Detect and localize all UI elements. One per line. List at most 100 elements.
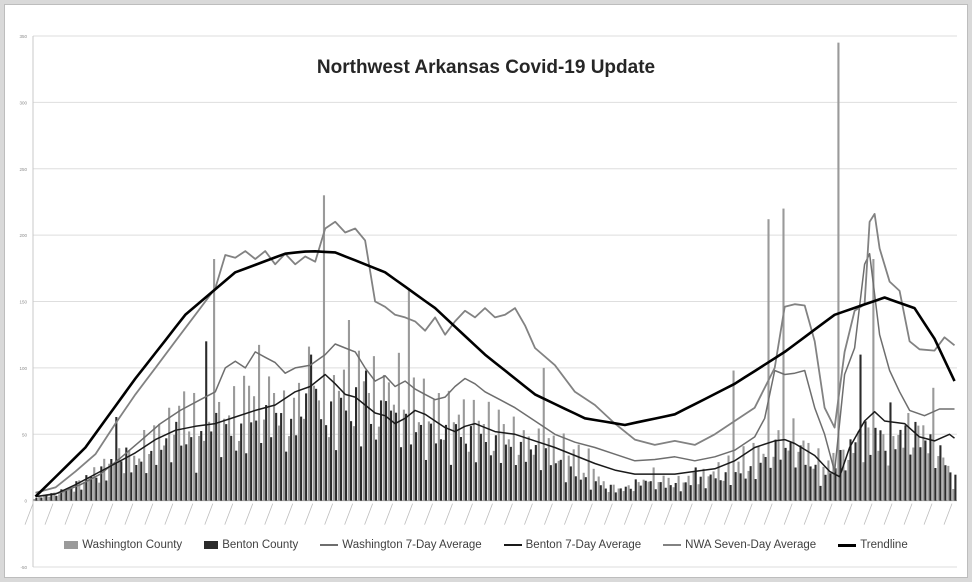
x-tick-label — [524, 503, 533, 525]
washington-county-bar — [792, 418, 795, 501]
washington-county-bar — [342, 369, 346, 501]
x-tick-label — [164, 503, 174, 525]
x-tick-label — [763, 503, 773, 525]
y-tick-label: 200 — [19, 233, 27, 238]
washington-county-bar — [377, 426, 380, 501]
washington-county-bar — [228, 415, 231, 501]
washington-county-bar — [552, 435, 555, 501]
washington-county-bar — [862, 462, 865, 501]
washington-county-bar — [362, 381, 365, 501]
washington-county-bar — [183, 391, 186, 501]
washington-county-bar — [347, 320, 351, 501]
benton-county-bar — [829, 473, 832, 501]
washington-county-bar — [208, 421, 211, 501]
benton-county-bar — [589, 489, 592, 501]
x-tick-label — [84, 503, 94, 525]
benton-county-bar — [454, 424, 457, 501]
washington-county-bar — [487, 401, 490, 501]
benton-county-bar — [270, 437, 273, 501]
benton-county-bar — [359, 446, 363, 501]
benton-county-bar — [275, 412, 278, 501]
benton-county-bar — [364, 370, 368, 501]
washington-county-bar — [707, 476, 710, 501]
benton-county-bar — [579, 479, 582, 501]
benton-county-bar — [180, 445, 183, 501]
benton-county-bar — [584, 477, 587, 501]
washington-county-bar — [642, 479, 645, 501]
washington-county-bar — [417, 422, 420, 501]
benton-county-bar — [659, 482, 662, 501]
benton-county-bar — [120, 461, 123, 501]
legend-label-trendline: Trendline — [860, 539, 908, 551]
washington-county-bar — [267, 376, 271, 501]
washington-county-bar — [392, 404, 395, 501]
benton-county-bar — [899, 429, 902, 501]
benton-county-bar — [220, 457, 223, 501]
washington-county-bar — [442, 439, 445, 501]
x-tick-label — [64, 503, 74, 525]
washington-county-bar — [717, 462, 720, 501]
benton-county-bar — [474, 462, 477, 501]
washington-county-bar — [173, 434, 176, 501]
washington-county-bar — [407, 288, 410, 501]
washington-county-bar — [882, 434, 885, 501]
benton-county-bar — [369, 423, 373, 501]
benton-county-bar — [355, 387, 358, 501]
washington-county-bar — [497, 409, 500, 501]
washington-county-bar — [218, 401, 221, 501]
washington-county-bar — [327, 437, 331, 501]
washington-county-bar — [822, 466, 825, 501]
benton-county-bar — [694, 467, 697, 501]
washington-county-bar — [797, 451, 800, 501]
benton-county-bar — [449, 464, 452, 501]
benton-county-bar — [335, 450, 338, 501]
washington-county-bar — [757, 446, 760, 501]
benton-county-bar — [824, 474, 827, 501]
benton-county-bar — [45, 495, 48, 501]
benton-county-bar — [929, 434, 932, 501]
benton-county-bar — [200, 431, 203, 501]
washington-county-bar — [33, 498, 36, 501]
x-tick-label — [244, 503, 254, 525]
x-tick-label — [703, 503, 713, 525]
washington-county-bar — [58, 494, 61, 501]
benton-county-bar — [489, 455, 492, 501]
benton-county-bar — [709, 474, 712, 501]
benton-county-bar — [684, 482, 687, 501]
washington-county-bar — [387, 382, 390, 501]
washington-county-bar — [108, 463, 111, 501]
benton-county-bar — [604, 488, 607, 501]
benton-county-bar — [714, 478, 717, 501]
benton-county-bar — [849, 439, 852, 501]
x-tick-label — [364, 503, 374, 525]
benton-county-bar — [50, 493, 53, 501]
washington-county-bar — [258, 344, 261, 501]
benton-county-bar — [484, 442, 487, 501]
benton-county-bar — [95, 477, 98, 501]
washington-county-bar — [198, 435, 201, 501]
y-tick-label: 50 — [22, 432, 28, 437]
washington-county-bar — [143, 429, 146, 501]
x-tick-label — [743, 503, 753, 525]
legend-label-washington-county: Washington County — [82, 539, 183, 551]
benton-county-bar — [854, 442, 857, 501]
x-tick-label — [603, 503, 613, 525]
washington-county-bar — [677, 475, 680, 501]
washington-county-bar — [902, 447, 905, 501]
washington-county-bar — [437, 393, 440, 501]
washington-county-bar — [73, 491, 76, 501]
benton-county-bar — [255, 420, 258, 501]
benton-county-bar — [190, 437, 193, 501]
benton-county-bar — [729, 485, 732, 501]
benton-county-bar — [554, 463, 557, 501]
benton-county-bar — [874, 427, 877, 501]
benton-county-bar — [649, 481, 652, 501]
washington-county-bar — [937, 456, 940, 501]
x-tick-label — [943, 503, 953, 525]
washington-county-bar — [732, 370, 735, 501]
x-tick-label — [823, 503, 833, 525]
washington-county-bar — [872, 259, 875, 501]
washington-county-bar — [337, 390, 341, 501]
benton-county-bar — [389, 410, 393, 501]
benton-county-bar — [245, 453, 248, 501]
